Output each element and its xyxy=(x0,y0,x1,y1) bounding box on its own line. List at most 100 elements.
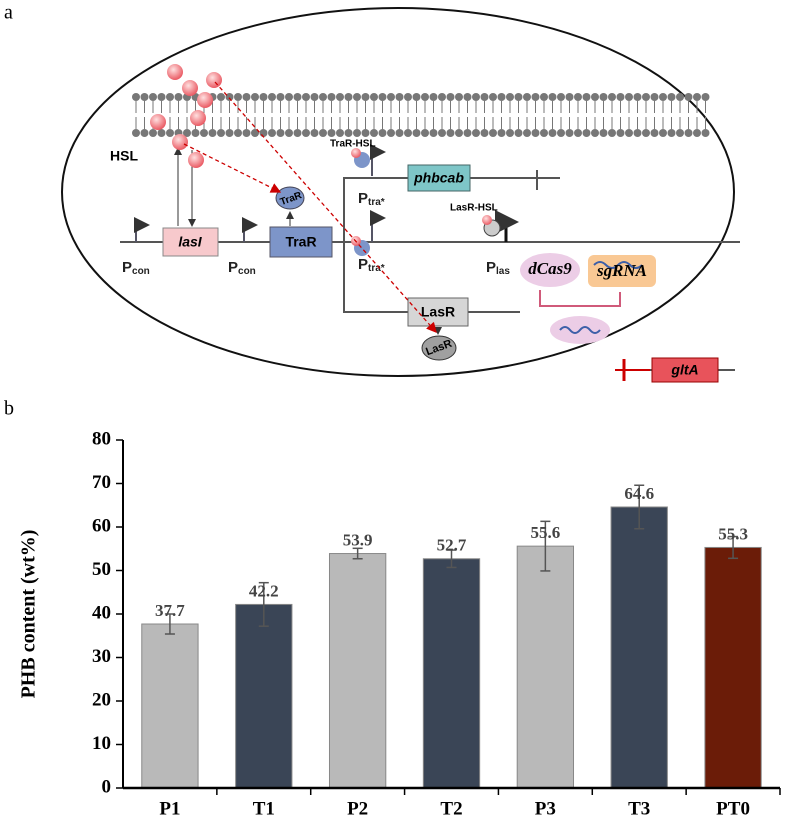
lipid-head xyxy=(404,93,412,101)
lipid-head xyxy=(387,129,395,137)
lipid-head xyxy=(608,129,616,137)
lipid-head xyxy=(506,93,514,101)
lipid-head xyxy=(293,129,302,137)
bar xyxy=(704,546,762,789)
y-tick-label: 10 xyxy=(92,733,111,754)
lipid-head xyxy=(225,129,234,137)
lipid-head xyxy=(667,93,676,101)
label: P xyxy=(358,256,368,273)
lipid-head xyxy=(166,129,174,137)
lipid-head xyxy=(616,129,625,137)
lipid-head xyxy=(251,129,259,137)
bar xyxy=(422,558,481,789)
lipid-head xyxy=(591,129,599,137)
membrane xyxy=(132,93,710,137)
lipid-head xyxy=(480,93,489,101)
lipid-head xyxy=(361,93,370,101)
label: lasI xyxy=(178,234,202,250)
lipid-head xyxy=(140,93,149,101)
lipid-head xyxy=(438,129,446,137)
hsl xyxy=(351,148,361,158)
lipid-head xyxy=(387,93,395,101)
lipid-head xyxy=(693,129,701,137)
promoter-label: Ptra* xyxy=(358,256,385,274)
lipid-head xyxy=(319,129,327,137)
lipid-head xyxy=(684,93,693,101)
arrow xyxy=(214,81,437,333)
y-tick-label: 40 xyxy=(92,602,111,623)
lipid-head xyxy=(446,93,455,101)
y-tick-label: 50 xyxy=(92,559,111,580)
lipid-head xyxy=(548,93,557,101)
lipid-head xyxy=(472,129,480,137)
lipid-head xyxy=(633,129,642,137)
lipid-head xyxy=(591,93,599,101)
lipid-head xyxy=(625,129,633,137)
lipid-head xyxy=(336,129,344,137)
lipid-head xyxy=(693,93,701,101)
lipid-head xyxy=(557,129,565,137)
label: tra* xyxy=(368,263,385,274)
promoter xyxy=(242,217,258,242)
lipid-head xyxy=(353,93,361,101)
promoter-label: Ptra* xyxy=(358,190,385,208)
lipid-head xyxy=(531,129,540,137)
lipid-head xyxy=(574,129,582,137)
hsl xyxy=(167,64,183,80)
lipid-head xyxy=(514,93,523,101)
lipid-head xyxy=(489,129,497,137)
lipid-head xyxy=(251,93,259,101)
lipid-head xyxy=(480,129,489,137)
hsl xyxy=(182,80,198,96)
lipid-head xyxy=(276,129,285,137)
lipid-head xyxy=(650,93,659,101)
lipid-head xyxy=(540,129,548,137)
label: las xyxy=(496,266,510,277)
lipid-head xyxy=(217,93,225,101)
y-tick-label: 80 xyxy=(92,428,111,449)
lipid-head xyxy=(540,93,548,101)
lipid-head xyxy=(200,129,208,137)
lipid-head xyxy=(157,129,166,137)
lipid-head xyxy=(259,93,268,101)
lipid-head xyxy=(149,93,157,101)
panel-label: b xyxy=(4,398,14,420)
lipid-head xyxy=(370,129,378,137)
lipid-head xyxy=(395,129,404,137)
lipid-head xyxy=(157,93,166,101)
hsl xyxy=(482,215,492,225)
lipid-head xyxy=(463,129,472,137)
lipid-head xyxy=(268,129,276,137)
lipid-head xyxy=(310,93,319,101)
lipid-head xyxy=(344,129,353,137)
lipid-head xyxy=(225,93,234,101)
lipid-head xyxy=(285,93,293,101)
label: phbcab xyxy=(413,170,464,186)
gene-box xyxy=(269,226,333,258)
lipid-head xyxy=(302,93,310,101)
y-tick-label: 30 xyxy=(92,646,111,667)
lipid-head xyxy=(574,93,582,101)
lipid-head xyxy=(582,93,591,101)
lipid-head xyxy=(429,93,438,101)
lipid-head xyxy=(183,129,191,137)
value-label: 55.6 xyxy=(530,523,560,542)
y-tick-label: 70 xyxy=(92,472,111,493)
label: gltA xyxy=(670,362,698,378)
x-tick-label: P3 xyxy=(535,798,556,819)
rna xyxy=(593,261,643,269)
lipid-head xyxy=(395,93,404,101)
lipid-head xyxy=(472,93,480,101)
lipid-head xyxy=(404,129,412,137)
lipid-head xyxy=(455,93,463,101)
lipid-head xyxy=(565,129,574,137)
lipid-head xyxy=(497,93,506,101)
lipid-head xyxy=(642,129,650,137)
x-tick-label: P1 xyxy=(159,798,180,819)
label: P xyxy=(122,259,132,276)
lipid-head xyxy=(149,129,157,137)
label: dCas9 xyxy=(528,259,572,278)
promoter-label: Pcon xyxy=(122,259,150,277)
lipid-head xyxy=(242,93,251,101)
lipid-head xyxy=(616,93,625,101)
